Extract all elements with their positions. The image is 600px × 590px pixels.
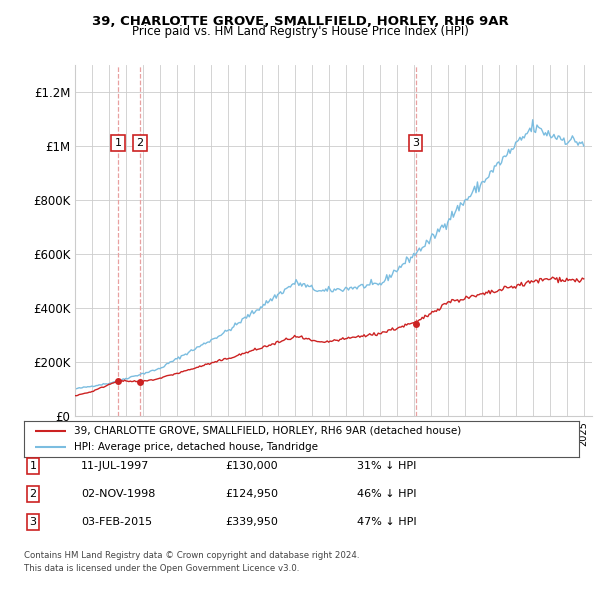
Text: 2: 2 <box>137 138 143 148</box>
Text: 02-NOV-1998: 02-NOV-1998 <box>81 489 155 499</box>
Text: HPI: Average price, detached house, Tandridge: HPI: Average price, detached house, Tand… <box>74 442 318 453</box>
Text: £124,950: £124,950 <box>225 489 278 499</box>
Text: 1: 1 <box>29 461 37 471</box>
Text: 2: 2 <box>29 489 37 499</box>
Text: This data is licensed under the Open Government Licence v3.0.: This data is licensed under the Open Gov… <box>24 565 299 573</box>
Text: 39, CHARLOTTE GROVE, SMALLFIELD, HORLEY, RH6 9AR: 39, CHARLOTTE GROVE, SMALLFIELD, HORLEY,… <box>92 15 508 28</box>
Text: 03-FEB-2015: 03-FEB-2015 <box>81 517 152 527</box>
Text: Contains HM Land Registry data © Crown copyright and database right 2024.: Contains HM Land Registry data © Crown c… <box>24 552 359 560</box>
Text: 3: 3 <box>29 517 37 527</box>
Text: 46% ↓ HPI: 46% ↓ HPI <box>357 489 416 499</box>
Text: 11-JUL-1997: 11-JUL-1997 <box>81 461 149 471</box>
Text: 1: 1 <box>115 138 121 148</box>
Text: 3: 3 <box>412 138 419 148</box>
Text: Price paid vs. HM Land Registry's House Price Index (HPI): Price paid vs. HM Land Registry's House … <box>131 25 469 38</box>
Text: 31% ↓ HPI: 31% ↓ HPI <box>357 461 416 471</box>
Text: 39, CHARLOTTE GROVE, SMALLFIELD, HORLEY, RH6 9AR (detached house): 39, CHARLOTTE GROVE, SMALLFIELD, HORLEY,… <box>74 425 461 435</box>
Text: £130,000: £130,000 <box>225 461 278 471</box>
Text: £339,950: £339,950 <box>225 517 278 527</box>
Text: 47% ↓ HPI: 47% ↓ HPI <box>357 517 416 527</box>
